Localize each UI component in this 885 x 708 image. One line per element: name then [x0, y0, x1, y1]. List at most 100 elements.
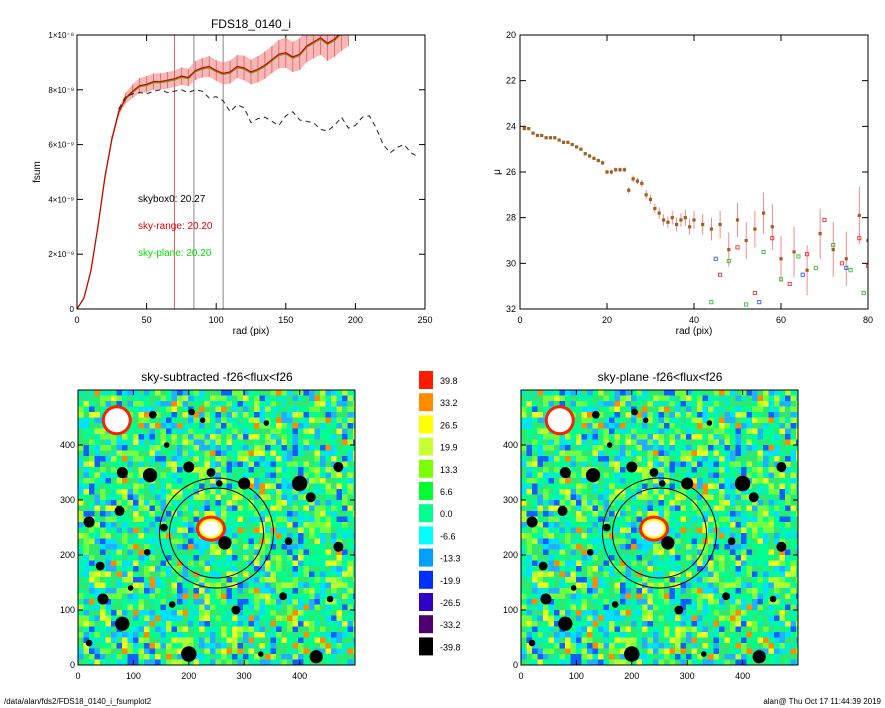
noise-cell: [581, 566, 588, 572]
noise-cell: [193, 505, 200, 512]
noise-cell: [331, 610, 337, 616]
noise-cell: [226, 632, 233, 638]
noise-cell: [210, 456, 216, 462]
noise-cell: [83, 637, 90, 644]
noise-cell: [796, 494, 798, 501]
noise-cell: [259, 439, 266, 446]
noise-cell: [149, 494, 156, 501]
noise-cell: [303, 615, 310, 622]
noise-cell: [521, 489, 527, 495]
noise-cell: [210, 593, 216, 600]
noise-cell: [675, 456, 681, 462]
noise-cell: [587, 566, 593, 572]
noise-cell: [774, 489, 780, 495]
noise-cell: [127, 450, 134, 457]
noise-cell: [94, 472, 101, 479]
noise-cell: [276, 434, 282, 440]
noise-cell: [94, 659, 101, 665]
noise-cell: [548, 538, 555, 545]
noise-cell: [331, 615, 337, 622]
noise-cell: [353, 494, 355, 501]
noise-cell: [331, 648, 337, 655]
noise-cell: [259, 533, 266, 539]
noise-cell: [537, 593, 544, 600]
noise-cell: [193, 472, 200, 479]
noise-cell: [779, 450, 786, 457]
noise-cell: [188, 511, 194, 517]
noise-cell: [171, 478, 178, 484]
image-area: [78, 390, 355, 665]
noise-cell: [243, 461, 249, 468]
noise-cell: [265, 467, 271, 473]
noise-cell: [237, 412, 244, 418]
noise-cell: [309, 500, 315, 506]
noise-cell: [642, 406, 648, 413]
noise-cell: [199, 538, 205, 545]
noise-cell: [155, 626, 161, 633]
noise-cell: [614, 467, 621, 473]
noise-cell: [664, 571, 670, 578]
noise-cell: [105, 500, 112, 506]
y-tick-label: 30: [506, 258, 516, 268]
noise-cell: [779, 406, 786, 413]
noise-cell: [686, 560, 692, 567]
noise-cell: [680, 450, 687, 457]
noise-cell: [133, 401, 139, 407]
noise-cell: [89, 566, 95, 572]
noise-cell: [680, 555, 687, 561]
noise-cell: [155, 659, 161, 665]
noise-cell: [111, 555, 117, 561]
noise-cell: [133, 478, 139, 484]
noise-cell: [210, 571, 216, 578]
noise-cell: [686, 582, 692, 589]
noise-cell: [353, 489, 355, 495]
noise-cell: [94, 632, 101, 638]
noise-cell: [336, 621, 343, 627]
noise-cell: [127, 621, 134, 627]
noise-cell: [675, 461, 681, 468]
noise-cell: [188, 522, 194, 528]
noise-cell: [790, 604, 797, 611]
noise-cell: [259, 417, 266, 424]
noise-cell: [620, 599, 626, 605]
noise-cell: [537, 604, 544, 611]
noise-cell: [609, 599, 615, 605]
noise-cell: [193, 566, 200, 572]
noise-cell: [642, 555, 648, 561]
noise-cell: [719, 439, 725, 446]
noise-cell: [675, 516, 681, 523]
noise-cell: [779, 527, 786, 534]
noise-cell: [581, 423, 588, 429]
noise-cell: [100, 478, 106, 484]
noise-cell: [243, 450, 249, 457]
noise-cell: [265, 571, 271, 578]
noise-cell: [741, 588, 747, 594]
noise-cell: [609, 472, 615, 479]
noise-cell: [138, 483, 145, 490]
noise-cell: [171, 445, 178, 451]
noise-cell: [254, 406, 260, 413]
noise-cell: [543, 577, 549, 583]
noise-cell: [100, 637, 106, 644]
noise-cell: [658, 505, 665, 512]
noise-cell: [614, 555, 621, 561]
noise-cell: [259, 555, 266, 561]
noise-cell: [614, 401, 621, 407]
noise-cell: [347, 555, 354, 561]
noise-cell: [631, 544, 637, 550]
noise-cell: [713, 428, 720, 435]
noise-cell: [774, 483, 780, 490]
noise-cell: [204, 505, 211, 512]
noise-cell: [680, 489, 687, 495]
noise-cell: [653, 571, 659, 578]
noise-cell: [199, 648, 205, 655]
masked-star: [291, 475, 308, 492]
noise-cell: [565, 522, 571, 528]
noise-cell: [724, 599, 731, 605]
noise-cell: [675, 406, 681, 413]
noise-cell: [292, 450, 299, 457]
noise-cell: [746, 423, 753, 429]
noise-cell: [576, 494, 582, 501]
noise-cell: [702, 604, 709, 611]
noise-cell: [735, 571, 742, 578]
